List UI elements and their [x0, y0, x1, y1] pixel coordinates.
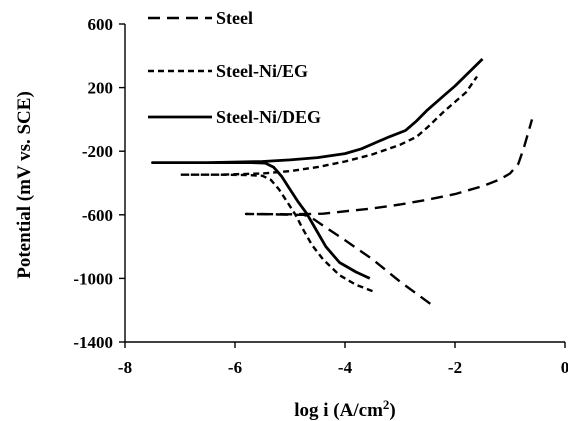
y-tick-label: 200 [88, 79, 114, 98]
x-axis-title-text: log i (A/cm [294, 400, 383, 421]
x-axis-title-close: ) [389, 400, 395, 421]
series-layer [151, 58, 534, 305]
x-tick-label: 0 [561, 358, 568, 377]
legend-label: Steel-Ni/EG [216, 61, 308, 81]
series-line-steel-ni-deg [151, 58, 484, 280]
legend: Steel Steel-Ni/EG Steel-Ni/DEG [148, 8, 321, 127]
x-tick-label: -8 [118, 358, 132, 377]
legend-label: Steel [216, 8, 253, 28]
y-axis-title: Potential (mV vs. SCE) [14, 91, 35, 279]
x-axis-title-superscript: 2 [383, 397, 390, 412]
y-tick-label: -200 [82, 142, 113, 161]
x-axis-title: log i (A/cm2) [294, 397, 395, 421]
series-line-steel [244, 119, 534, 305]
axes: 600 200 -200 -600 -1000 -1400 -8 -6 -4 -2 0 [73, 15, 568, 377]
y-tick-label: -600 [82, 206, 113, 225]
y-tick-label: 600 [88, 15, 114, 34]
series-line-steel-ni-eg [178, 75, 478, 293]
x-tick-label: -2 [448, 358, 462, 377]
y-tick-label: -1400 [73, 333, 113, 352]
x-tick-label: -6 [228, 358, 242, 377]
legend-label: Steel-Ni/DEG [216, 107, 321, 127]
x-tick-label: -4 [338, 358, 353, 377]
y-tick-label: -1000 [73, 269, 113, 288]
